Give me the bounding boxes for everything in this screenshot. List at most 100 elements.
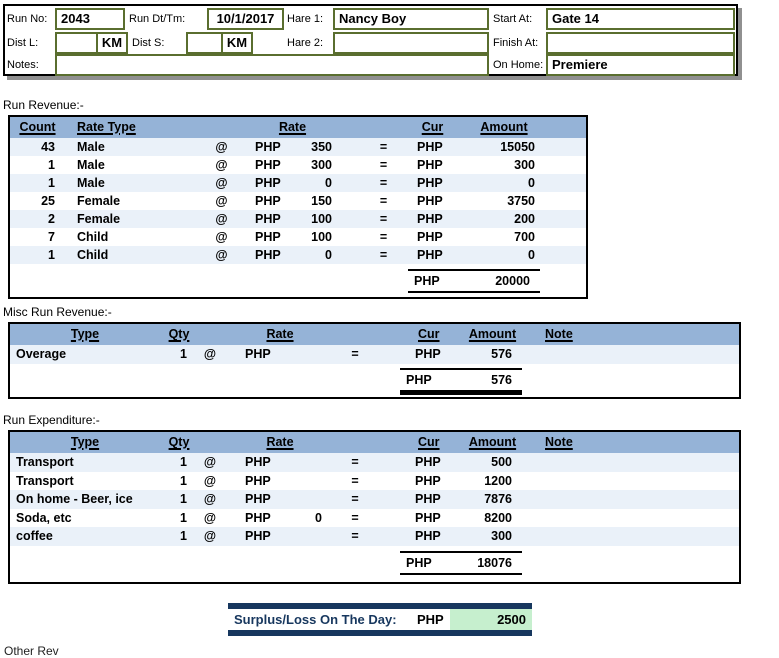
run-date-input[interactable]: 10/1/2017 (207, 8, 284, 30)
dist-s-input[interactable] (186, 32, 223, 54)
qty-cell[interactable]: 1 (180, 529, 187, 544)
column-header-note: Note (545, 435, 573, 449)
currency-label: PHP (417, 158, 443, 172)
next-section-label-clipped: Other Rev (4, 644, 59, 658)
note-cell[interactable] (520, 527, 650, 546)
count-cell[interactable]: 1 (48, 158, 55, 172)
rate-cell[interactable] (275, 453, 330, 472)
rate-cell[interactable] (275, 345, 330, 364)
qty-cell[interactable]: 1 (180, 455, 187, 469)
dist-l-input[interactable] (55, 32, 98, 54)
rate-type-cell[interactable]: Child (77, 248, 109, 262)
rate-cell[interactable]: 100 (311, 212, 332, 226)
currency-label: PHP (245, 510, 271, 525)
at-symbol: @ (203, 510, 217, 525)
currency-label: PHP (415, 529, 441, 544)
start-at-label: Start At: (493, 13, 533, 25)
rate-cell[interactable]: 150 (311, 194, 332, 208)
amount-cell[interactable]: 15050 (500, 140, 535, 154)
expenditure-table: Type Qty Rate Cur Amount Note Transport … (8, 430, 741, 584)
qty-cell[interactable]: 1 (180, 510, 187, 525)
column-header-cur: Cur (418, 435, 440, 449)
hare1-input[interactable]: Nancy Boy (333, 8, 489, 30)
table-row: On home - Beer, ice 1 @ PHP = PHP 7876 (10, 490, 739, 509)
amount-cell[interactable]: 3750 (507, 194, 535, 208)
rate-cell[interactable]: 0 (315, 510, 322, 525)
rate-cell[interactable]: 0 (325, 248, 332, 262)
finish-at-input[interactable] (546, 32, 735, 54)
rate-type-cell[interactable]: Female (77, 212, 121, 226)
table-row: coffee 1 @ PHP = PHP 300 (10, 527, 739, 546)
amount-cell[interactable]: 0 (528, 176, 535, 190)
currency-label: PHP (414, 274, 440, 288)
misc-revenue-section-label: Misc Run Revenue:- (3, 305, 112, 319)
rate-cell[interactable]: 0 (325, 176, 332, 190)
amount-cell[interactable]: 700 (514, 230, 535, 244)
hare2-input[interactable] (333, 32, 489, 54)
rate-cell[interactable] (275, 527, 330, 546)
qty-cell[interactable]: 1 (180, 347, 187, 361)
rate-cell[interactable]: 100 (311, 230, 332, 244)
run-no-input[interactable]: 2043 (55, 8, 125, 30)
rate-cell[interactable]: 300 (311, 158, 332, 172)
start-at-input[interactable]: Gate 14 (546, 8, 735, 30)
table-row: 25 Female @ PHP 150 = PHP 3750 (10, 192, 586, 210)
type-cell[interactable]: Transport (16, 455, 74, 469)
type-cell[interactable]: Transport (16, 473, 74, 488)
dist-s-unit: KM (221, 32, 253, 54)
amount-cell[interactable]: 576 (491, 347, 512, 361)
count-cell[interactable]: 43 (41, 140, 55, 154)
on-home-input[interactable]: Premiere (546, 54, 735, 76)
note-cell[interactable] (520, 472, 650, 491)
column-header-type: Type (70, 327, 100, 341)
currency-label: PHP (415, 455, 441, 469)
total-amount: 20000 (495, 274, 530, 288)
count-cell[interactable]: 1 (48, 176, 55, 190)
amount-cell[interactable]: 300 (514, 158, 535, 172)
amount-cell[interactable]: 500 (491, 455, 512, 469)
type-cell[interactable]: Soda, etc (16, 510, 72, 525)
at-symbol: @ (203, 529, 217, 544)
equals-symbol: = (351, 529, 359, 544)
type-cell[interactable]: On home - Beer, ice (16, 492, 133, 507)
currency-label: PHP (255, 230, 281, 244)
rate-type-cell[interactable]: Male (77, 140, 105, 154)
rate-cell[interactable] (275, 490, 330, 509)
rate-type-cell[interactable]: Male (77, 158, 105, 172)
note-cell[interactable] (520, 490, 650, 509)
type-cell[interactable]: Overage (16, 347, 67, 361)
currency-label: PHP (417, 212, 443, 226)
note-cell[interactable] (520, 509, 650, 528)
rate-type-cell[interactable]: Child (77, 230, 109, 244)
note-cell[interactable] (520, 345, 650, 364)
table-row: 43 Male @ PHP 350 = PHP 15050 (10, 138, 586, 156)
rate-cell[interactable] (275, 472, 330, 491)
currency-label: PHP (255, 212, 281, 226)
amount-cell[interactable]: 0 (528, 248, 535, 262)
qty-cell[interactable]: 1 (180, 492, 187, 507)
count-cell[interactable]: 1 (48, 248, 55, 262)
dist-s-label: Dist S: (132, 37, 165, 49)
qty-cell[interactable]: 1 (180, 473, 187, 488)
count-cell[interactable]: 2 (48, 212, 55, 226)
count-cell[interactable]: 7 (48, 230, 55, 244)
notes-input[interactable] (55, 54, 489, 76)
total-amount: 576 (491, 373, 512, 387)
count-cell[interactable]: 25 (41, 194, 55, 208)
amount-cell[interactable]: 300 (491, 529, 512, 544)
type-cell[interactable]: coffee (16, 529, 53, 544)
amount-cell[interactable]: 200 (514, 212, 535, 226)
rate-cell[interactable]: 350 (311, 140, 332, 154)
at-symbol: @ (215, 212, 228, 226)
rate-type-cell[interactable]: Male (77, 176, 105, 190)
rate-type-cell[interactable]: Female (77, 194, 121, 208)
amount-cell[interactable]: 1200 (484, 473, 512, 488)
currency-label: PHP (255, 194, 281, 208)
amount-cell[interactable]: 7876 (484, 492, 512, 507)
on-home-label: On Home: (493, 59, 544, 71)
at-symbol: @ (215, 248, 228, 262)
at-symbol: @ (215, 230, 228, 244)
note-cell[interactable] (520, 453, 650, 472)
table-row: Transport 1 @ PHP = PHP 1200 (10, 472, 739, 491)
amount-cell[interactable]: 8200 (484, 510, 512, 525)
